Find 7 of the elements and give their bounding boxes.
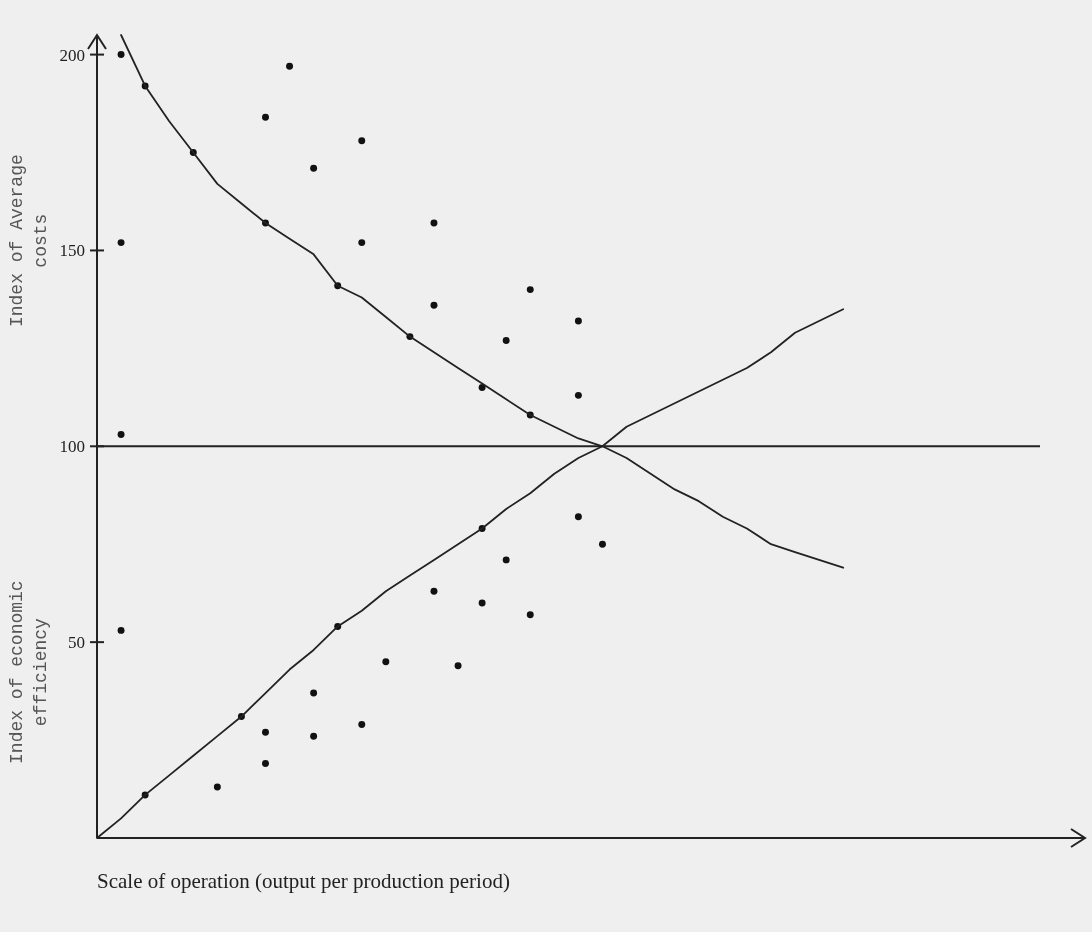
y-axis-title: Index of Average costs — [7, 154, 51, 328]
x-axis-title: Scale of operation (output per production period) — [97, 869, 510, 893]
text: Index of economic efficiency — [7, 580, 51, 764]
y-tick-label: 200 — [59, 45, 85, 65]
y-tick-label: 50 — [68, 633, 85, 653]
y-tick-label: 100 — [59, 437, 85, 457]
y-tick-label: 150 — [59, 241, 85, 261]
